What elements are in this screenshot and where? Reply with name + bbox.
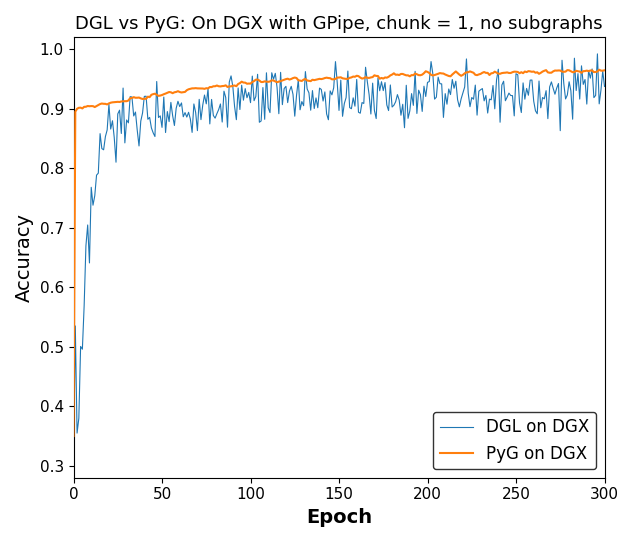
Y-axis label: Accuracy: Accuracy [15, 213, 34, 302]
DGL on DGX [432, 94, 440, 100]
Line: DGL on DGX: DGL on DGX [74, 54, 604, 466]
PyG on DGX [302, 76, 309, 82]
Title: DGL vs PyG: On DGX with GPipe, chunk = 1, no subgraphs: DGL vs PyG: On DGX with GPipe, chunk = 1… [75, 15, 603, 33]
DGL on DGX [70, 462, 77, 469]
PyG on DGX [284, 75, 292, 82]
DGL on DGX [488, 96, 495, 103]
PyG on DGX [70, 433, 77, 440]
PyG on DGX [488, 70, 495, 76]
PyG on DGX [595, 67, 603, 73]
Legend: DGL on DGX, PyG on DGX: DGL on DGX, PyG on DGX [433, 412, 596, 469]
DGL on DGX [562, 96, 569, 102]
DGL on DGX [593, 50, 601, 57]
PyG on DGX [517, 69, 525, 75]
DGL on DGX [284, 99, 292, 106]
PyG on DGX [432, 71, 440, 78]
DGL on DGX [517, 109, 525, 116]
PyG on DGX [562, 68, 569, 75]
X-axis label: Epoch: Epoch [306, 508, 372, 527]
DGL on DGX [302, 68, 309, 75]
Line: PyG on DGX: PyG on DGX [74, 70, 604, 436]
PyG on DGX [600, 67, 608, 74]
DGL on DGX [600, 83, 608, 90]
